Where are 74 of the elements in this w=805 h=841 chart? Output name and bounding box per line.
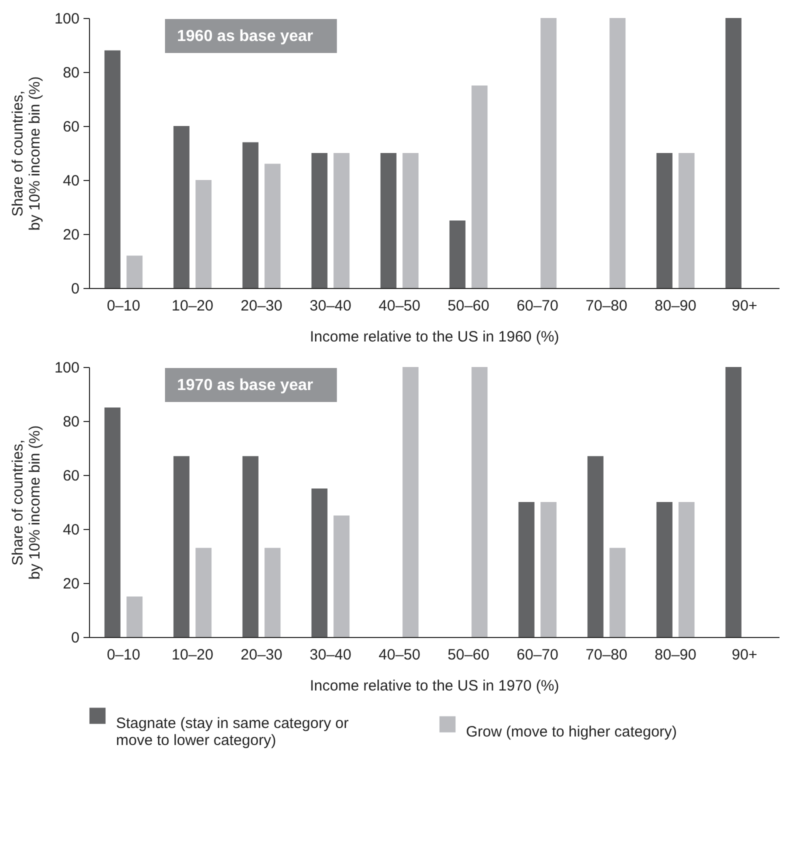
bar <box>264 164 281 288</box>
y-tick-label: 60 <box>62 468 80 484</box>
bar <box>126 596 143 637</box>
bar <box>472 86 488 288</box>
bar <box>334 153 350 288</box>
y-tick-label: 40 <box>62 172 80 190</box>
x-tick-label: 50–60 <box>448 298 490 314</box>
bar <box>196 548 212 637</box>
x-tick-label: 80–90 <box>654 646 696 664</box>
x-tick-label: 10–20 <box>172 646 214 664</box>
bar <box>610 548 626 637</box>
bar <box>678 153 695 288</box>
y-tick-label: 80 <box>62 414 80 430</box>
bar <box>264 548 281 637</box>
x-tick-label: 60–70 <box>516 646 558 664</box>
bar <box>242 142 258 288</box>
y-axis-title: Share of countries, by 10% income bin (%) <box>9 425 44 580</box>
x-tick-label: 0–10 <box>106 298 140 314</box>
legend-label: Grow (move to higher category) <box>466 723 677 740</box>
x-tick-label: 50–60 <box>448 646 490 664</box>
x-tick-label: 90+ <box>732 646 758 664</box>
x-tick-label: 20–30 <box>240 646 282 664</box>
x-tick-label: 70–80 <box>586 646 628 664</box>
x-tick-label: 30–40 <box>310 298 352 314</box>
bar <box>656 502 672 637</box>
bar <box>334 516 350 637</box>
bar <box>449 220 466 288</box>
x-axis-title: Income relative to the US in 1960 (%) <box>310 328 560 346</box>
bar <box>402 153 419 288</box>
bar <box>242 456 258 637</box>
y-tick-label: 100 <box>54 10 80 28</box>
bar <box>380 153 396 288</box>
y-tick-label: 80 <box>62 64 80 82</box>
y-tick-label: 0 <box>71 280 80 298</box>
bar <box>126 256 143 288</box>
bar <box>656 153 672 288</box>
bar <box>587 456 604 637</box>
annotation: 1970 as base year <box>177 377 314 394</box>
bar <box>402 367 419 637</box>
y-tick-label: 20 <box>62 226 80 244</box>
bar <box>678 502 695 637</box>
bar <box>725 367 742 637</box>
annotation: 1960 as base year <box>177 28 314 45</box>
bar <box>196 180 212 288</box>
x-axis-title: Income relative to the US in 1970 (%) <box>310 678 560 694</box>
bar <box>173 126 190 288</box>
bar <box>311 153 328 288</box>
bar <box>518 502 534 637</box>
bar <box>540 18 557 288</box>
legend-label: Stagnate (stay in same category or move to lower category) <box>116 714 349 749</box>
x-tick-label: 10–20 <box>172 298 214 314</box>
x-tick-label: 20–30 <box>240 298 282 314</box>
x-tick-label: 70–80 <box>586 298 628 314</box>
y-tick-label: 100 <box>54 360 80 376</box>
x-tick-label: 60–70 <box>516 298 558 314</box>
y-tick-label: 0 <box>71 630 80 646</box>
x-tick-label: 30–40 <box>310 646 352 664</box>
bar <box>311 488 328 637</box>
bar <box>540 502 557 637</box>
x-tick-label: 40–50 <box>378 298 420 314</box>
bar <box>104 408 120 637</box>
y-tick-label: 60 <box>62 118 80 136</box>
y-tick-label: 20 <box>62 576 80 592</box>
y-axis-title: Share of countries, by 10% income bin (%) <box>9 76 44 231</box>
x-tick-label: 40–50 <box>378 646 420 664</box>
bar <box>610 18 626 288</box>
bar <box>173 456 190 637</box>
bar <box>725 18 742 288</box>
y-tick-label: 40 <box>62 522 80 538</box>
bar <box>104 50 120 288</box>
x-tick-label: 80–90 <box>654 298 696 314</box>
x-tick-label: 0–10 <box>106 646 140 664</box>
bar <box>472 367 488 637</box>
x-tick-label: 90+ <box>732 298 758 314</box>
